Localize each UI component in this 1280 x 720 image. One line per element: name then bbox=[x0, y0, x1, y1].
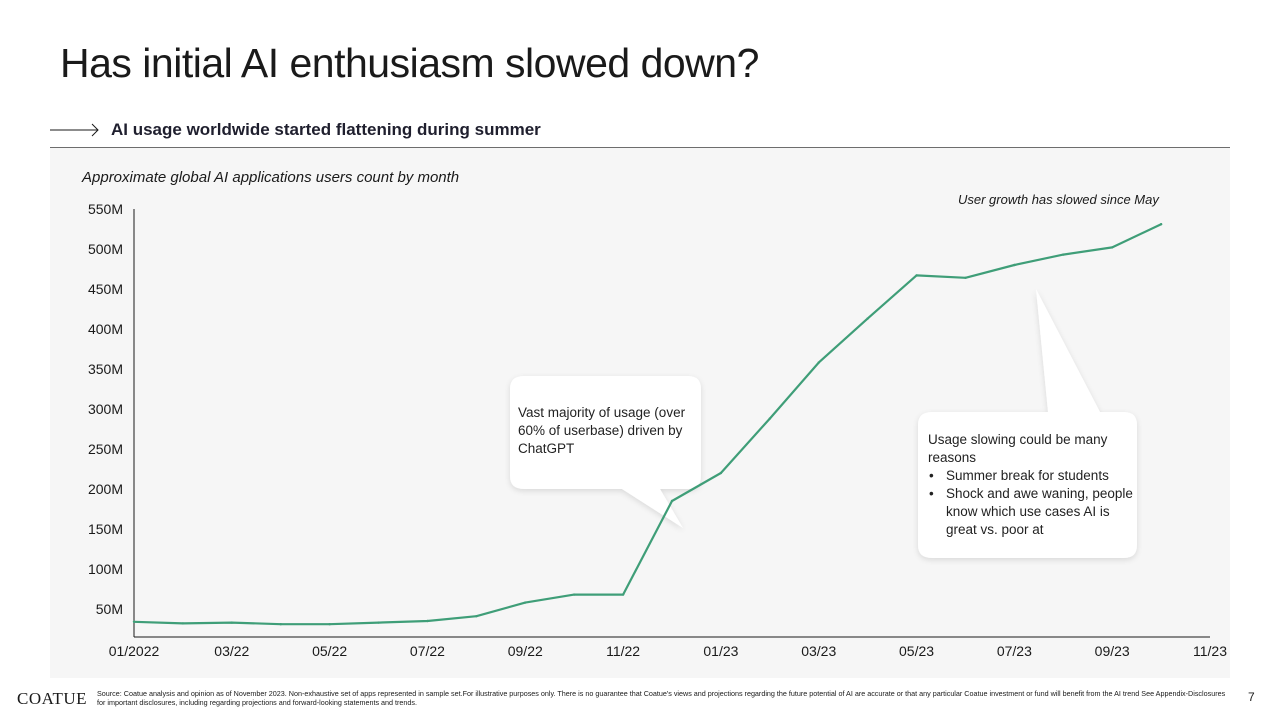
x-tick-label: 05/22 bbox=[312, 643, 347, 659]
x-tick-label: 11/23 bbox=[1193, 643, 1227, 659]
data-point bbox=[377, 621, 380, 624]
y-tick-label: 500M bbox=[88, 241, 123, 257]
data-point bbox=[524, 601, 527, 604]
y-tick-label: 150M bbox=[88, 521, 123, 537]
y-tick-label: 250M bbox=[88, 441, 123, 457]
slowing-callout-list: Summer break for students Shock and awe … bbox=[928, 467, 1143, 539]
y-tick-label: 200M bbox=[88, 481, 123, 497]
data-point bbox=[915, 274, 918, 277]
slide-title: Has initial AI enthusiasm slowed down? bbox=[60, 40, 759, 86]
y-tick-label: 400M bbox=[88, 321, 123, 337]
x-tick-label: 11/22 bbox=[606, 643, 640, 659]
y-tick-label: 350M bbox=[88, 361, 123, 377]
x-tick-label: 01/23 bbox=[703, 643, 738, 659]
x-tick-label: 09/22 bbox=[508, 643, 543, 659]
y-tick-label: 300M bbox=[88, 401, 123, 417]
slowing-callout-bullet: Summer break for students bbox=[928, 467, 1143, 485]
data-point bbox=[475, 615, 478, 618]
data-point bbox=[328, 623, 331, 626]
data-point bbox=[621, 593, 625, 596]
coatue-logo: COATUE bbox=[17, 689, 88, 708]
y-tick-label: 100M bbox=[88, 561, 123, 577]
data-point bbox=[1110, 246, 1114, 249]
x-tick-label: 05/23 bbox=[899, 643, 934, 659]
x-tick-label: 07/22 bbox=[410, 643, 445, 659]
data-point bbox=[572, 593, 576, 596]
chart-title: Approximate global AI applications users… bbox=[82, 169, 460, 186]
data-point bbox=[132, 620, 136, 623]
data-point bbox=[1159, 223, 1163, 226]
divider bbox=[50, 147, 1230, 148]
data-point bbox=[230, 621, 234, 624]
chatgpt-callout-text: Vast majority of usage (over 60% of user… bbox=[518, 405, 686, 456]
data-point bbox=[1062, 253, 1065, 256]
data-point bbox=[866, 317, 869, 320]
x-tick-label: 01/2022 bbox=[109, 643, 160, 659]
slowing-callout-intro: Usage slowing could be many reasons bbox=[928, 432, 1108, 465]
data-point bbox=[1013, 263, 1016, 267]
y-tick-label: 50M bbox=[96, 601, 123, 617]
source-note: Source: Coatue analysis and opinion as o… bbox=[97, 689, 1226, 707]
chatgpt-callout-bubble bbox=[510, 376, 701, 528]
slowing-callout-text: Usage slowing could be many reasons Summ… bbox=[928, 431, 1143, 539]
subtitle-row: AI usage worldwide started flattening du… bbox=[50, 118, 1230, 144]
x-tick-label: 03/22 bbox=[214, 643, 249, 659]
top-annotation: User growth has slowed since May bbox=[958, 192, 1159, 207]
page-number: 7 bbox=[1248, 690, 1255, 704]
arrow-right-icon bbox=[50, 123, 99, 137]
footer: COATUE Source: Coatue analysis and opini… bbox=[0, 683, 1280, 720]
x-tick-label: 03/23 bbox=[801, 643, 836, 659]
y-tick-label: 450M bbox=[88, 281, 123, 297]
data-point bbox=[279, 623, 282, 626]
data-point bbox=[817, 361, 820, 364]
slowing-callout-bullet: Shock and awe waning, people know which … bbox=[928, 485, 1143, 539]
data-point bbox=[964, 276, 967, 279]
data-point bbox=[181, 622, 185, 625]
data-point bbox=[670, 499, 674, 503]
x-tick-label: 07/23 bbox=[997, 643, 1032, 659]
data-point bbox=[719, 471, 723, 475]
y-tick-label: 550M bbox=[88, 201, 123, 217]
data-point bbox=[768, 417, 772, 420]
users-series-line bbox=[132, 223, 1163, 626]
data-point bbox=[426, 619, 429, 623]
x-tick-label: 09/23 bbox=[1095, 643, 1130, 659]
slide-subtitle: AI usage worldwide started flattening du… bbox=[111, 120, 541, 139]
